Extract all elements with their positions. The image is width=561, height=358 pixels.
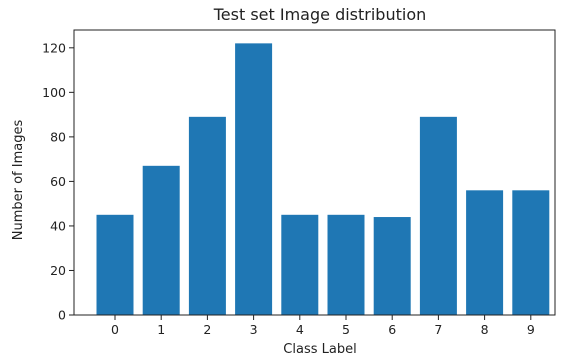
- x-tick-label: 4: [296, 322, 304, 337]
- x-tick-label: 3: [250, 322, 258, 337]
- x-tick-label: 6: [388, 322, 396, 337]
- bar-class-3: [235, 43, 273, 315]
- bar-class-1: [142, 165, 180, 315]
- x-tick-label: 8: [481, 322, 489, 337]
- y-tick-label: 0: [58, 308, 66, 323]
- bar-class-5: [327, 214, 365, 315]
- x-tick-label: 0: [111, 322, 119, 337]
- x-tick-label: 7: [434, 322, 442, 337]
- y-tick-label: 80: [50, 129, 66, 144]
- x-tick-label: 9: [527, 322, 535, 337]
- x-axis-ticks: 0 1 2 3 4 5 6 7 8 9: [111, 315, 535, 337]
- bar-class-6: [373, 217, 411, 315]
- x-axis-label: Class Label: [283, 342, 356, 357]
- y-tick-label: 60: [50, 174, 66, 189]
- bar-class-7: [419, 116, 457, 315]
- bar-class-8: [466, 190, 504, 315]
- x-tick-label: 2: [203, 322, 211, 337]
- y-tick-label: 20: [50, 263, 66, 278]
- bar-class-2: [188, 116, 226, 315]
- chart-title: Test set Image distribution: [213, 5, 427, 24]
- bar-class-9: [512, 190, 550, 315]
- y-axis-label: Number of Images: [11, 120, 26, 241]
- x-tick-label: 1: [157, 322, 165, 337]
- bars-group: [96, 43, 550, 315]
- plot-area-frame: [73, 29, 556, 316]
- y-axis-ticks: 0 20 40 60 80 100 120: [42, 40, 74, 323]
- bar-class-0: [96, 214, 134, 315]
- y-tick-label: 100: [42, 85, 66, 100]
- y-tick-label: 40: [50, 218, 66, 233]
- bar-class-4: [281, 214, 319, 315]
- x-tick-label: 5: [342, 322, 350, 337]
- y-tick-label: 120: [42, 40, 66, 55]
